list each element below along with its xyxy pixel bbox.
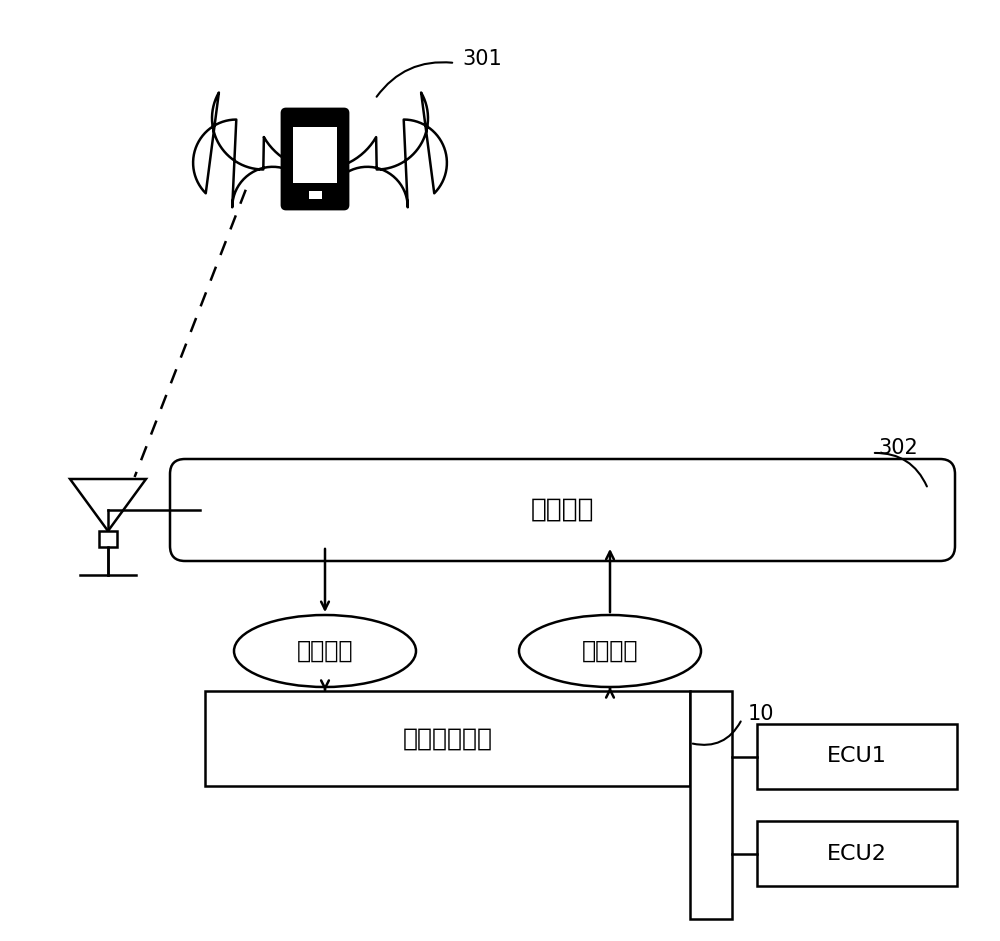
Text: 10: 10 — [748, 704, 774, 724]
Bar — [757, 724, 957, 789]
Bar — [293, 127, 337, 183]
FancyBboxPatch shape — [282, 109, 348, 209]
Text: 302: 302 — [878, 438, 918, 458]
Bar — [309, 191, 322, 199]
FancyBboxPatch shape — [170, 459, 955, 561]
Text: 中央网关: 中央网关 — [531, 497, 594, 523]
Text: ECU1: ECU1 — [827, 746, 887, 767]
Bar — [205, 691, 690, 786]
Text: 动力域控制器: 动力域控制器 — [402, 726, 492, 751]
Ellipse shape — [519, 615, 701, 687]
Ellipse shape — [234, 615, 416, 687]
Text: 服务提供: 服务提供 — [582, 639, 638, 663]
Text: ECU2: ECU2 — [827, 843, 887, 864]
Polygon shape — [193, 92, 447, 207]
Bar — [690, 691, 732, 919]
Text: 301: 301 — [462, 49, 502, 69]
Text: 服务请求: 服务请求 — [297, 639, 353, 663]
Bar — [99, 531, 117, 547]
Bar — [757, 821, 957, 886]
